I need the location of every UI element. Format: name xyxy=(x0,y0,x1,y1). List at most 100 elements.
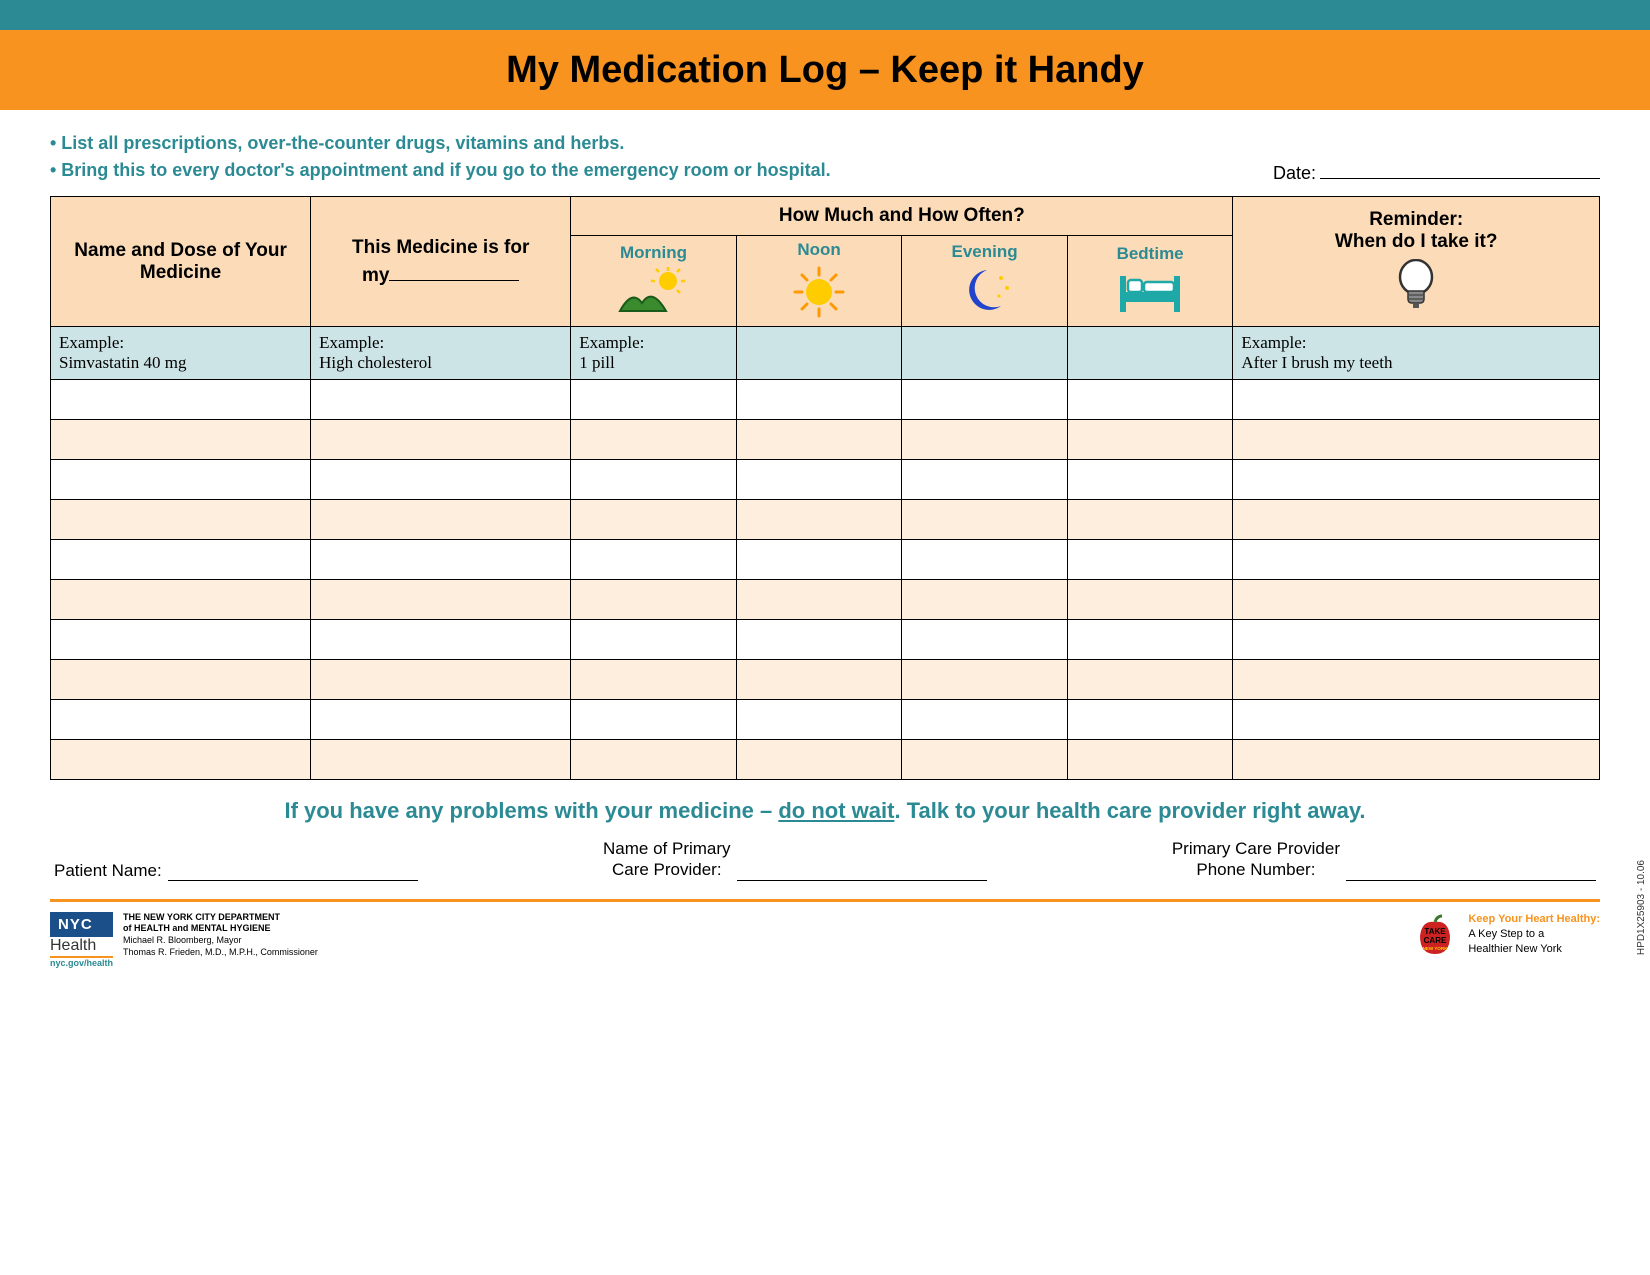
blank-cell[interactable] xyxy=(736,620,902,660)
blank-cell[interactable] xyxy=(1233,700,1600,740)
blank-row[interactable] xyxy=(51,580,1600,620)
blank-row[interactable] xyxy=(51,740,1600,780)
pcp-name-field[interactable]: Name of PrimaryCare Provider: xyxy=(603,838,987,881)
blank-cell[interactable] xyxy=(902,740,1068,780)
blank-cell[interactable] xyxy=(1067,740,1233,780)
blank-cell[interactable] xyxy=(902,580,1068,620)
blank-cell[interactable] xyxy=(571,700,737,740)
footer-warning: If you have any problems with your medic… xyxy=(50,798,1600,824)
blank-cell[interactable] xyxy=(311,740,571,780)
blank-cell[interactable] xyxy=(736,500,902,540)
blank-cell[interactable] xyxy=(736,380,902,420)
blank-cell[interactable] xyxy=(736,740,902,780)
blank-cell[interactable] xyxy=(51,580,311,620)
header-name: Name and Dose of Your Medicine xyxy=(51,197,311,327)
blank-cell[interactable] xyxy=(311,380,571,420)
blank-cell[interactable] xyxy=(51,540,311,580)
blank-cell[interactable] xyxy=(1233,500,1600,540)
blank-cell[interactable] xyxy=(571,740,737,780)
blank-cell[interactable] xyxy=(1233,660,1600,700)
header-bedtime: Bedtime xyxy=(1067,236,1233,327)
footer-logos: NYC Health nyc.gov/health THE NEW YORK C… xyxy=(0,912,1650,988)
instruction-line-1: • List all prescriptions, over-the-count… xyxy=(50,130,831,157)
blank-cell[interactable] xyxy=(1067,660,1233,700)
blank-cell[interactable] xyxy=(311,660,571,700)
blank-cell[interactable] xyxy=(1067,580,1233,620)
blank-cell[interactable] xyxy=(51,420,311,460)
blank-row[interactable] xyxy=(51,620,1600,660)
blank-cell[interactable] xyxy=(51,740,311,780)
example-reminder: Example:After I brush my teeth xyxy=(1233,327,1600,380)
blank-cell[interactable] xyxy=(736,460,902,500)
blank-cell[interactable] xyxy=(51,620,311,660)
blank-cell[interactable] xyxy=(902,420,1068,460)
blank-cell[interactable] xyxy=(1233,740,1600,780)
blank-cell[interactable] xyxy=(51,380,311,420)
blank-cell[interactable] xyxy=(51,460,311,500)
blank-cell[interactable] xyxy=(311,540,571,580)
blank-cell[interactable] xyxy=(1233,380,1600,420)
blank-cell[interactable] xyxy=(571,580,737,620)
blank-cell[interactable] xyxy=(902,660,1068,700)
blank-row[interactable] xyxy=(51,500,1600,540)
blank-cell[interactable] xyxy=(51,500,311,540)
blank-row[interactable] xyxy=(51,700,1600,740)
patient-name-field[interactable]: Patient Name: xyxy=(54,838,418,881)
header-noon: Noon xyxy=(736,236,902,327)
blank-cell[interactable] xyxy=(51,660,311,700)
example-morning: Example:1 pill xyxy=(571,327,737,380)
blank-cell[interactable] xyxy=(571,380,737,420)
blank-cell[interactable] xyxy=(1233,540,1600,580)
apple-icon: TAKE CARE NEW YORK xyxy=(1412,912,1458,958)
blank-cell[interactable] xyxy=(1233,460,1600,500)
blank-cell[interactable] xyxy=(736,540,902,580)
blank-cell[interactable] xyxy=(311,420,571,460)
blank-row[interactable] xyxy=(51,540,1600,580)
morning-icon xyxy=(618,267,690,317)
blank-cell[interactable] xyxy=(1067,500,1233,540)
blank-cell[interactable] xyxy=(1233,420,1600,460)
blank-cell[interactable] xyxy=(571,500,737,540)
header-evening: Evening xyxy=(902,236,1068,327)
blank-cell[interactable] xyxy=(311,500,571,540)
blank-row[interactable] xyxy=(51,420,1600,460)
blank-cell[interactable] xyxy=(311,700,571,740)
svg-text:NEW YORK: NEW YORK xyxy=(1423,946,1448,951)
blank-cell[interactable] xyxy=(1067,420,1233,460)
instruction-line-2: • Bring this to every doctor's appointme… xyxy=(50,157,831,184)
blank-cell[interactable] xyxy=(1067,540,1233,580)
blank-cell[interactable] xyxy=(1067,620,1233,660)
date-field[interactable]: Date: xyxy=(1273,163,1600,184)
header-morning: Morning xyxy=(571,236,737,327)
header-howmuch: How Much and How Often? xyxy=(571,197,1233,236)
example-for: Example:High cholesterol xyxy=(311,327,571,380)
blank-cell[interactable] xyxy=(571,460,737,500)
blank-cell[interactable] xyxy=(902,380,1068,420)
blank-cell[interactable] xyxy=(571,540,737,580)
blank-cell[interactable] xyxy=(902,620,1068,660)
blank-cell[interactable] xyxy=(1067,700,1233,740)
blank-row[interactable] xyxy=(51,460,1600,500)
blank-row[interactable] xyxy=(51,380,1600,420)
blank-cell[interactable] xyxy=(311,460,571,500)
blank-cell[interactable] xyxy=(1233,620,1600,660)
blank-cell[interactable] xyxy=(311,620,571,660)
blank-cell[interactable] xyxy=(51,700,311,740)
blank-cell[interactable] xyxy=(736,420,902,460)
blank-cell[interactable] xyxy=(902,460,1068,500)
blank-cell[interactable] xyxy=(311,580,571,620)
blank-cell[interactable] xyxy=(571,420,737,460)
blank-cell[interactable] xyxy=(1067,460,1233,500)
blank-cell[interactable] xyxy=(571,620,737,660)
blank-cell[interactable] xyxy=(902,700,1068,740)
blank-cell[interactable] xyxy=(571,660,737,700)
blank-row[interactable] xyxy=(51,660,1600,700)
blank-cell[interactable] xyxy=(736,580,902,620)
blank-cell[interactable] xyxy=(902,500,1068,540)
blank-cell[interactable] xyxy=(1233,580,1600,620)
pcp-phone-field[interactable]: Primary Care ProviderPhone Number: xyxy=(1172,838,1596,881)
blank-cell[interactable] xyxy=(902,540,1068,580)
blank-cell[interactable] xyxy=(736,700,902,740)
blank-cell[interactable] xyxy=(1067,380,1233,420)
blank-cell[interactable] xyxy=(736,660,902,700)
